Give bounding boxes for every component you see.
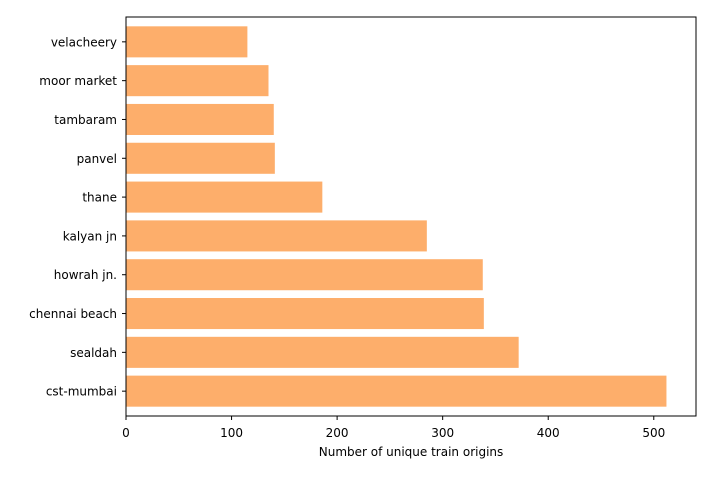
- y-tick-label: cst-mumbai: [46, 385, 117, 399]
- bars-group: [126, 26, 667, 407]
- y-tick-label: kalyan jn: [63, 229, 117, 243]
- plot-frame: [125, 16, 697, 417]
- y-tick-label: thane: [82, 191, 117, 205]
- y-tick-label: velacheery: [51, 35, 117, 49]
- x-tick-label: 100: [220, 426, 243, 440]
- x-tick-label: 200: [326, 426, 349, 440]
- x-axis-label: Number of unique train origins: [319, 445, 504, 459]
- bar: [126, 259, 483, 291]
- bar: [126, 220, 427, 252]
- y-tick-label: sealdah: [70, 346, 117, 360]
- y-tick-label: chennai beach: [29, 307, 117, 321]
- bar: [126, 298, 484, 330]
- x-axis-ticks: 0 100 200 300 400 500: [122, 416, 665, 440]
- bar: [126, 375, 667, 407]
- y-tick-label: moor market: [39, 74, 117, 88]
- y-tick-label: tambaram: [54, 113, 117, 127]
- y-tick-label: howrah jn.: [54, 268, 117, 282]
- x-tick-label: 400: [537, 426, 560, 440]
- y-tick-label: panvel: [77, 152, 117, 166]
- y-axis-ticks: cst-mumbai sealdah chennai beach howrah jn.…: [29, 35, 126, 399]
- x-tick-label: 0: [122, 426, 130, 440]
- bar: [126, 26, 248, 58]
- bar: [126, 103, 274, 135]
- x-tick-label: 500: [642, 426, 665, 440]
- bar: [126, 181, 323, 213]
- x-tick-label: 300: [431, 426, 454, 440]
- bar: [126, 142, 275, 174]
- bar: [126, 336, 519, 368]
- bar: [126, 65, 269, 97]
